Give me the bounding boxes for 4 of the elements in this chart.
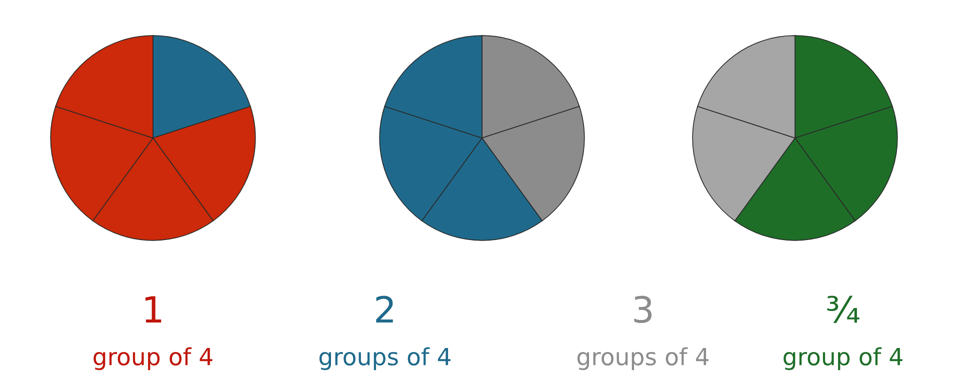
text: ¾ group of 4 <box>784 296 902 370</box>
text: 2 groups of 4 <box>319 296 450 370</box>
text: 3 groups of 4 <box>577 296 708 370</box>
text: 1 group of 4 <box>94 296 212 370</box>
